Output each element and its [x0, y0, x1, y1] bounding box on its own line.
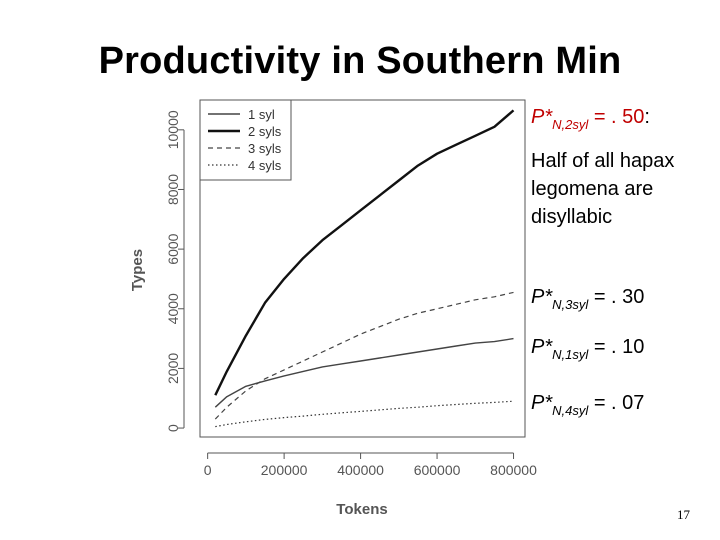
y-tick-label: 10000 [165, 110, 181, 149]
legend-label: 1 syl [248, 107, 275, 122]
note-p-3syl: P*N,3syl = . 30 [531, 286, 645, 312]
x-axis-label: Tokens [336, 501, 387, 518]
y-tick-label: 2000 [165, 353, 181, 384]
y-tick-label: 8000 [165, 174, 181, 205]
x-tick-label: 800000 [490, 462, 537, 478]
x-tick-label: 0 [204, 462, 212, 478]
x-tick-label: 600000 [414, 462, 461, 478]
legend-label: 3 syls [248, 141, 282, 156]
note-p-2syl: P*N,2syl = . 50: [531, 106, 650, 132]
x-tick-label: 200000 [261, 462, 308, 478]
x-tick-label: 400000 [337, 462, 384, 478]
note-p-4syl: P*N,4syl = . 07 [531, 392, 645, 418]
series-line-3-syls [214, 291, 514, 420]
y-axis-label: Types [129, 249, 146, 291]
plot-frame [199, 99, 526, 438]
note-hapax-line-3: disyllabic [531, 206, 613, 228]
page-number: 17 [677, 507, 690, 522]
chart-legend: 1 syl 2 syls 3 syls 4 syls [199, 99, 292, 181]
y-tick-label: 4000 [165, 293, 181, 324]
plot-border [199, 99, 526, 438]
legend-label: 2 syls [248, 124, 282, 139]
series-line-1-syl [214, 337, 514, 408]
series-line-2-syls [214, 109, 515, 396]
x-axis: 0 200000 400000 600000 800000 [204, 452, 537, 478]
series-line-4-syls [215, 400, 514, 428]
slide-title: Productivity in Southern Min [98, 40, 622, 82]
y-axis: 0 2000 4000 6000 8000 10000 [165, 110, 185, 432]
note-p-1syl: P*N,1syl = . 10 [531, 336, 645, 362]
y-tick-label: 0 [165, 424, 181, 432]
legend-label: 4 syls [248, 158, 282, 173]
series-layer [214, 109, 515, 428]
note-hapax-line-2: legomena are [531, 178, 654, 200]
note-hapax-line-1: Half of all hapax [531, 150, 675, 172]
y-tick-label: 6000 [165, 233, 181, 264]
